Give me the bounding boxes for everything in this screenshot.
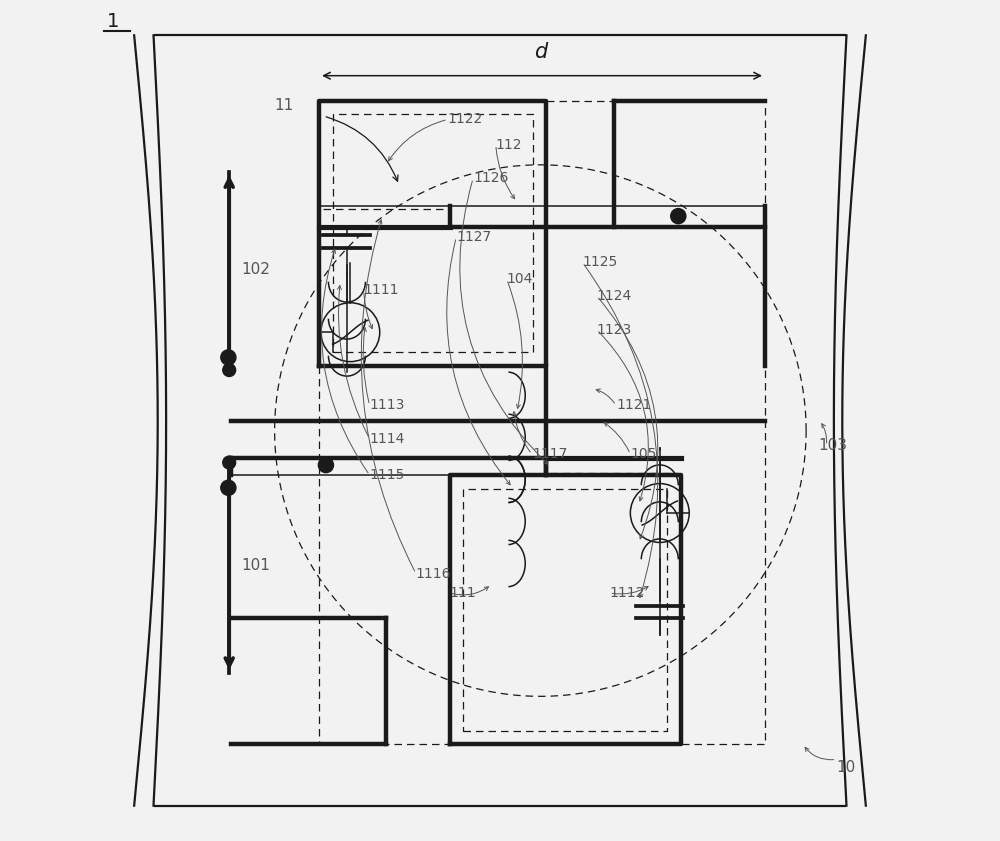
Text: 101: 101: [241, 558, 270, 573]
Text: 1127: 1127: [456, 230, 492, 244]
Text: 105: 105: [630, 447, 657, 461]
Text: 112: 112: [496, 138, 522, 151]
Text: 1125: 1125: [582, 256, 618, 269]
Circle shape: [671, 209, 686, 224]
Text: 10: 10: [836, 760, 856, 775]
Circle shape: [221, 480, 236, 495]
Circle shape: [223, 363, 236, 377]
Circle shape: [223, 456, 236, 469]
Text: 1115: 1115: [370, 468, 405, 482]
Text: 1126: 1126: [473, 172, 508, 185]
Text: 1121: 1121: [616, 399, 651, 412]
Text: 1111: 1111: [364, 283, 399, 297]
Text: 102: 102: [241, 262, 270, 277]
Text: 104: 104: [507, 272, 533, 286]
Text: 1123: 1123: [597, 323, 632, 336]
Text: 1116: 1116: [416, 567, 451, 580]
Circle shape: [221, 350, 236, 365]
Text: 1113: 1113: [370, 399, 405, 412]
Circle shape: [318, 458, 333, 473]
Text: 11: 11: [275, 98, 294, 113]
Text: 1117: 1117: [532, 447, 567, 461]
Text: 1: 1: [106, 12, 119, 30]
Text: 1122: 1122: [448, 113, 483, 126]
Text: 1112: 1112: [609, 586, 645, 600]
Text: 111: 111: [450, 586, 476, 600]
Text: 1124: 1124: [597, 289, 632, 303]
Text: 1114: 1114: [370, 432, 405, 446]
Text: 103: 103: [818, 438, 847, 453]
Text: d: d: [534, 42, 547, 62]
